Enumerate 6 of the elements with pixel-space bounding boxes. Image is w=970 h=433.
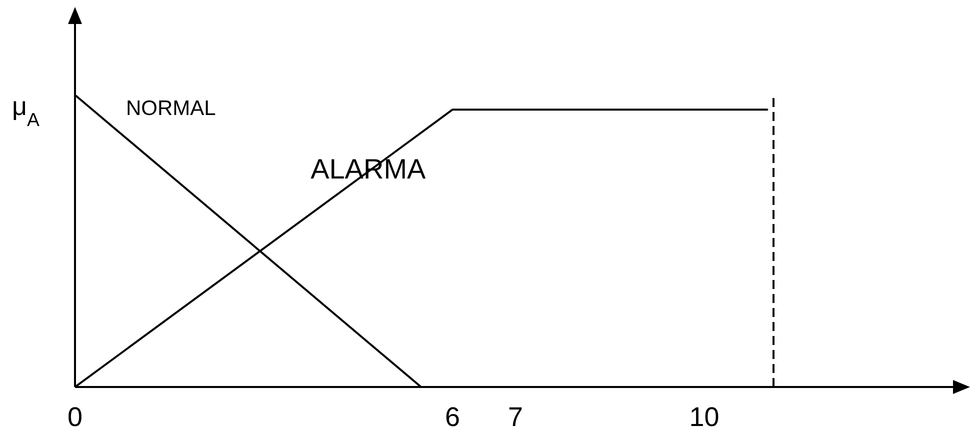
x-tick-label: 0 xyxy=(67,402,83,432)
x-tick-label: 10 xyxy=(689,402,720,432)
series-label: NORMAL xyxy=(126,97,216,120)
x-tick-label: 7 xyxy=(508,402,524,432)
y-axis-title: μ$_{A}$ xyxy=(12,91,40,130)
x-tick-label: 6 xyxy=(445,402,460,432)
